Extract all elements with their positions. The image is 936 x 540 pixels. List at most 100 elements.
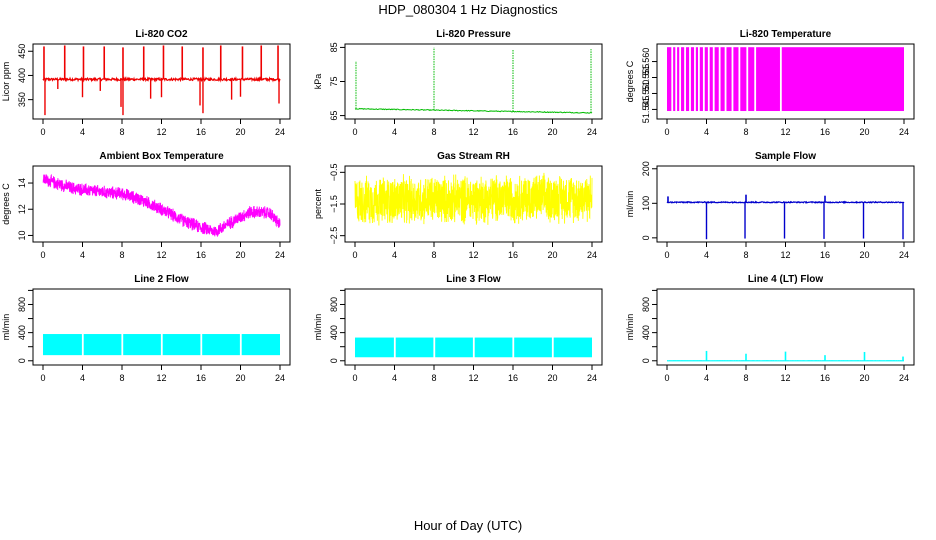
panel-title: Line 2 Flow [134, 274, 189, 285]
plot-frame [32, 165, 291, 243]
x-tick-label: 16 [196, 127, 206, 137]
x-tick-label: 4 [704, 250, 709, 260]
x-axis-title: Hour of Day (UTC) [413, 518, 523, 533]
data-layer [43, 334, 280, 356]
data-layer [666, 350, 905, 362]
band-segment [435, 337, 473, 358]
series-line [666, 200, 905, 205]
y-axis-label: kPa [313, 74, 323, 90]
y-axis-label: Licor ppm [1, 62, 11, 102]
y-tick-label: 400 [641, 325, 651, 340]
x-tick-label: 8 [743, 127, 748, 137]
band-segment [553, 337, 592, 358]
x-tick-label: 20 [547, 250, 557, 260]
band-segment [726, 47, 732, 112]
x-tick-label: 16 [820, 250, 830, 260]
band-segment [681, 47, 685, 112]
y-tick-label: 800 [641, 297, 651, 312]
y-axis-label: ml/min [1, 314, 11, 341]
panel-pressure: Li-820 Pressure 0 4 8 12 16 20 24 65 75 85 kPa [313, 29, 603, 137]
y-axis-label: degrees C [1, 183, 11, 225]
x-tick-label: 8 [431, 127, 436, 137]
data-layer [355, 337, 592, 358]
x-tick-label: 20 [547, 373, 557, 383]
band-segment [162, 334, 201, 356]
x-tick-label: 24 [275, 127, 285, 137]
y-tick-label: 400 [17, 325, 27, 340]
x-tick-label: 20 [859, 373, 869, 383]
panel-box_temp: Ambient Box Temperature 0 4 8 12 16 20 24 10 12 14… [1, 151, 291, 260]
band-segment [474, 337, 513, 358]
x-tick-label: 16 [820, 127, 830, 137]
y-tick-label: 800 [17, 297, 27, 312]
band-segment [690, 47, 695, 112]
y-tick-label: 350 [17, 92, 27, 107]
panel-rh: Gas Stream RH 0 4 8 12 16 20 24 −2.5 −1.5 −0.5 perc… [313, 151, 603, 260]
y-axis-label: percent [313, 188, 323, 219]
x-tick-label: 20 [547, 127, 557, 137]
panel-title: Line 3 Flow [446, 274, 501, 285]
x-tick-label: 20 [235, 250, 245, 260]
y-tick-label: 0 [641, 235, 651, 240]
band-segment [740, 47, 747, 112]
band-segment [514, 337, 552, 358]
x-tick-label: 12 [468, 127, 478, 137]
x-tick-label: 4 [392, 127, 397, 137]
series-line [354, 172, 593, 226]
band-segment [43, 334, 82, 356]
x-tick-label: 24 [899, 250, 909, 260]
x-tick-label: 8 [431, 373, 436, 383]
series-line [354, 107, 593, 114]
x-tick-label: 0 [352, 373, 357, 383]
y-tick-label: 200 [641, 161, 651, 176]
x-tick-label: 8 [743, 373, 748, 383]
x-tick-label: 0 [40, 250, 45, 260]
x-tick-label: 8 [119, 373, 124, 383]
x-tick-label: 0 [664, 127, 669, 137]
y-tick-label: 85 [329, 42, 339, 52]
band-segment [699, 47, 703, 112]
x-tick-label: 16 [820, 373, 830, 383]
y-tick-label: 0 [17, 358, 27, 363]
x-tick-label: 20 [859, 127, 869, 137]
x-tick-label: 24 [587, 250, 597, 260]
panel-line2: Line 2 Flow 0 4 8 12 16 20 24 0 400 800 ml/min [1, 274, 291, 383]
x-tick-label: 16 [508, 250, 518, 260]
y-axis-label: ml/min [313, 314, 323, 341]
band-segment [709, 47, 713, 112]
x-tick-label: 20 [859, 250, 869, 260]
y-axis-label: degrees C [625, 60, 635, 102]
y-tick-label: −2.5 [329, 227, 339, 245]
panel-title: Gas Stream RH [437, 151, 510, 162]
y-tick-label: 450 [17, 44, 27, 59]
band-segment [677, 47, 680, 112]
band-segment [695, 47, 698, 112]
data-layer [667, 47, 904, 112]
y-tick-label: 400 [17, 68, 27, 83]
x-tick-label: 12 [156, 250, 166, 260]
band-segment [202, 334, 240, 356]
x-tick-label: 8 [119, 250, 124, 260]
x-tick-label: 24 [899, 127, 909, 137]
band-segment [673, 47, 676, 112]
x-tick-label: 16 [508, 127, 518, 137]
panel-sample_flow: Sample Flow 0 4 8 12 16 20 24 0 100 200 ml/min [625, 151, 915, 260]
x-tick-label: 24 [899, 373, 909, 383]
x-tick-label: 8 [743, 250, 748, 260]
x-tick-label: 16 [196, 373, 206, 383]
x-tick-label: 0 [352, 250, 357, 260]
band-segment [704, 47, 708, 112]
panel-title: Line 4 (LT) Flow [748, 274, 824, 285]
x-tick-label: 20 [235, 127, 245, 137]
y-tick-label: 51.555 [641, 64, 651, 92]
x-tick-label: 4 [704, 373, 709, 383]
x-tick-label: 4 [80, 373, 85, 383]
panel-title: Li-820 Pressure [436, 29, 511, 40]
y-tick-label: 0 [329, 358, 339, 363]
y-tick-label: 51.560 [641, 48, 651, 76]
x-tick-label: 4 [80, 127, 85, 137]
x-tick-label: 8 [119, 127, 124, 137]
band-segment [355, 337, 394, 358]
